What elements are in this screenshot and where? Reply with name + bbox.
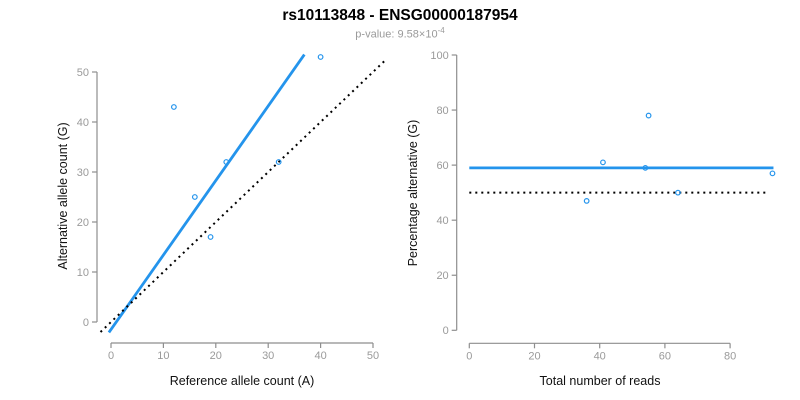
x-tick-label: 30 xyxy=(262,350,274,362)
data-point xyxy=(769,170,776,177)
data-point xyxy=(642,164,649,171)
data-point xyxy=(600,159,606,166)
x-tick-label: 50 xyxy=(367,350,379,362)
y-tick-label: 0 xyxy=(443,325,449,337)
y-tick-label: 80 xyxy=(436,105,448,117)
x-tick-label: 40 xyxy=(594,350,606,362)
x-tick-label: 0 xyxy=(108,350,114,362)
scatter-plot-left: 0 10 20 30 40 50 0 10 20 30 40 50 xyxy=(77,53,387,362)
y-tick-label: 30 xyxy=(77,167,89,179)
fit-line xyxy=(107,53,306,334)
left-xaxis-label: Reference allele count (A) xyxy=(169,374,315,388)
x-tick-label: 20 xyxy=(528,350,540,362)
y-tick-label: 0 xyxy=(83,317,89,329)
x-tick-label: 20 xyxy=(210,350,222,362)
x-tick-label: 40 xyxy=(314,350,326,362)
y-tick-label: 40 xyxy=(77,117,89,129)
y-tick-label: 20 xyxy=(77,217,89,229)
left-yaxis-label: Alternative allele count (G) xyxy=(56,122,70,270)
y-tick-label: 40 xyxy=(436,215,448,227)
data-point xyxy=(317,54,324,60)
data-point xyxy=(191,194,198,200)
identity-line xyxy=(99,58,387,333)
x-tick-label: 10 xyxy=(157,350,169,362)
scatter-plot-right: 0 20 40 60 80 100 0 20 40 60 80 xyxy=(430,50,776,362)
data-point xyxy=(275,159,282,165)
y-tick-label: 20 xyxy=(436,270,448,282)
data-point xyxy=(207,234,214,240)
figure-title: rs10113848 - ENSG00000187954 xyxy=(282,7,518,24)
data-point xyxy=(170,104,177,110)
y-tick-label: 60 xyxy=(436,160,448,172)
right-xaxis-label: Total number of reads xyxy=(539,374,661,388)
pvalue-exponent: -4 xyxy=(437,26,445,35)
x-tick-label: 80 xyxy=(724,350,736,362)
data-point xyxy=(223,159,230,165)
data-point xyxy=(645,112,652,119)
y-tick-label: 10 xyxy=(77,267,89,279)
x-tick-label: 60 xyxy=(659,350,671,362)
data-point xyxy=(583,198,590,204)
right-yaxis-label: Percentage alternative (G) xyxy=(406,119,420,267)
pvalue-text: p-value: 9.58×10 xyxy=(355,28,438,41)
x-tick-label: 0 xyxy=(466,350,472,362)
y-tick-label: 100 xyxy=(430,50,448,62)
y-tick-label: 50 xyxy=(77,67,89,79)
data-point xyxy=(675,189,681,196)
figure-subtitle: p-value: 9.58×10-4 xyxy=(0,26,800,41)
